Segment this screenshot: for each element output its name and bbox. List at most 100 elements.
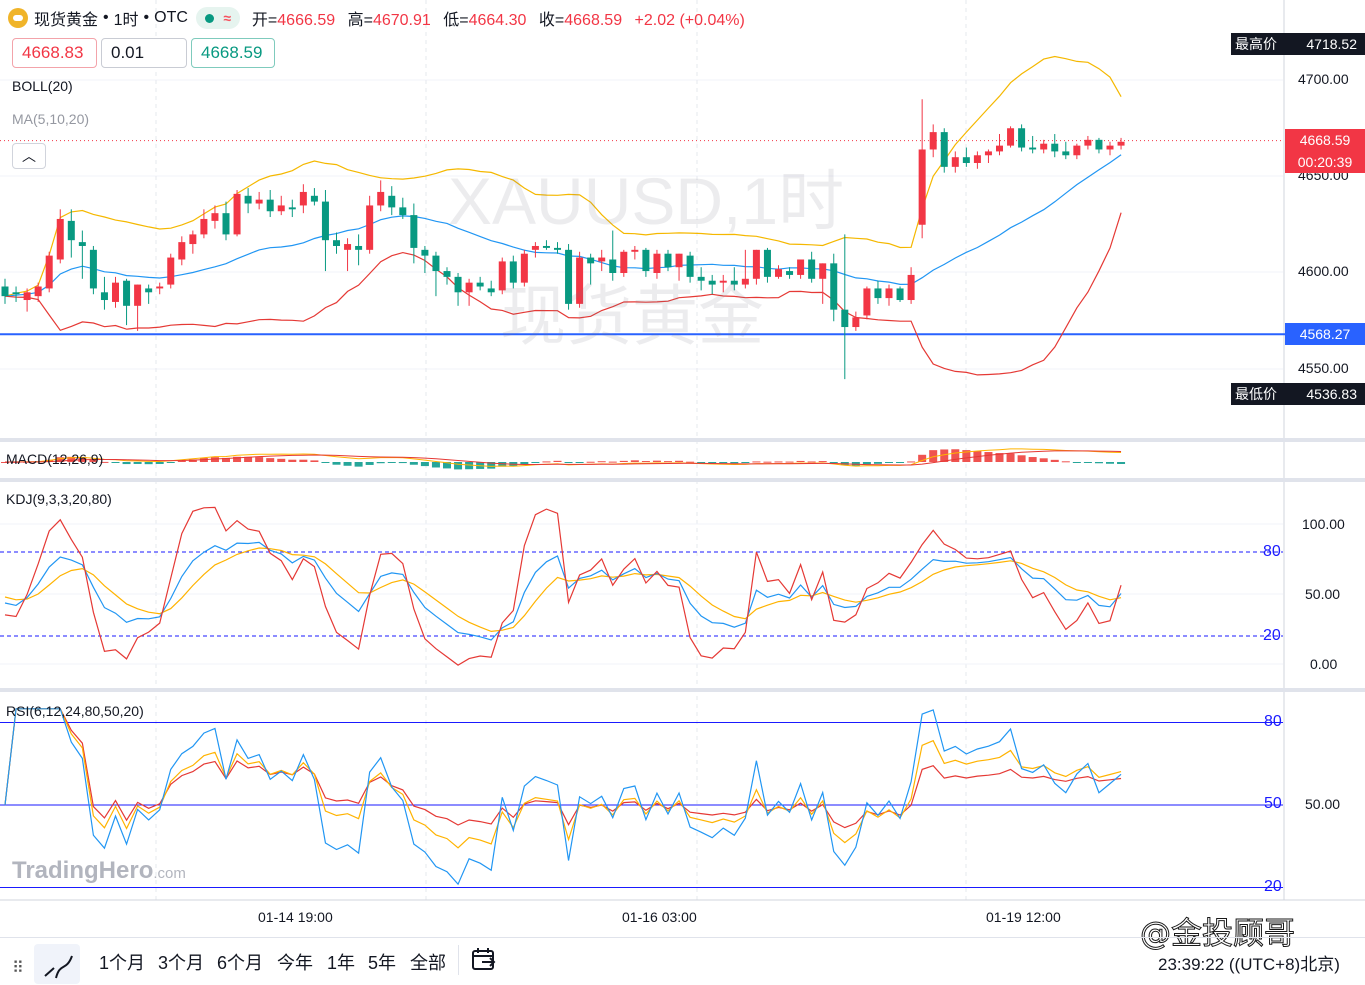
macd-histogram-bar [100, 461, 109, 463]
candle-body [509, 261, 517, 283]
range-ytd-button[interactable]: 今年 [277, 953, 313, 973]
rsi-lower-band-label: 20 [1264, 878, 1282, 895]
lowest-price-value: 4536.83 [1306, 386, 1357, 402]
macd-histogram-bar [177, 460, 186, 462]
candle-body [145, 288, 153, 293]
macd-histogram-bar [1006, 453, 1015, 462]
wave-icon: ≈ [223, 10, 232, 26]
macd-histogram-bar [420, 462, 429, 467]
macd-histogram-bar [376, 462, 385, 464]
macd-histogram-bar [807, 461, 816, 463]
macd-histogram-bar [918, 454, 927, 462]
macd-label[interactable]: MACD(12,26,9) [6, 451, 104, 467]
macd-histogram-bar [575, 462, 584, 463]
low-value: 4664.30 [468, 12, 527, 29]
macd-histogram-bar [354, 462, 363, 467]
macd-histogram-bar [1017, 455, 1026, 462]
price-axis-label: 4600.00 [1298, 263, 1349, 279]
market-status-badge[interactable]: ≈ [195, 7, 240, 29]
macd-histogram-bar [630, 460, 639, 462]
macd-histogram-bar [498, 462, 507, 467]
low-label: 低= [443, 12, 469, 29]
candle-body [156, 286, 164, 289]
candle-body [797, 259, 805, 275]
macd-histogram-bar [1094, 462, 1103, 464]
candle-body [410, 215, 418, 248]
candle-body [1073, 145, 1081, 156]
macd-histogram-bar [641, 461, 650, 463]
candle-body [598, 257, 606, 262]
brand-name: TradingHero [12, 857, 154, 884]
horizontal-line-price-tag[interactable]: 4568.27 [1285, 323, 1365, 345]
pane-separator [0, 478, 1365, 482]
candle-body [542, 245, 550, 248]
range-1m-button[interactable]: 1个月 [99, 953, 146, 973]
macd-histogram-bar [697, 462, 706, 463]
range-3m-button[interactable]: 3个月 [158, 953, 205, 973]
range-1y-button[interactable]: 1年 [327, 953, 356, 973]
candle-body [907, 274, 915, 301]
macd-histogram-bar [310, 460, 319, 462]
symbol-name[interactable]: 现货黄金 [34, 12, 99, 29]
ohlc-values: 开=4666.59 高=4670.91 低=4664.30 收=4668.59 … [252, 6, 753, 30]
boll-lower-line [4, 212, 1122, 376]
candle-body [1106, 145, 1114, 150]
chevron-up-icon: ︿ [22, 148, 36, 164]
gold-coin-icon [8, 8, 28, 28]
macd-histogram-bar [244, 456, 253, 462]
interval-label[interactable]: 1时 [113, 12, 139, 29]
candle-body [123, 280, 131, 306]
rsi-24-line [4, 708, 1122, 829]
boll-indicator-label[interactable]: BOLL(20) [12, 78, 73, 94]
macd-histogram-bar [586, 461, 595, 463]
candle-body [56, 218, 64, 260]
macd-histogram-bar [1072, 462, 1081, 463]
candle-body [962, 157, 970, 163]
kdj-label[interactable]: KDJ(9,3,3,20,80) [6, 491, 112, 507]
candle-body [1062, 151, 1070, 156]
pane-separators [0, 438, 1365, 692]
sell-price-button[interactable]: 4668.83 [12, 38, 97, 68]
candle-body [1051, 143, 1059, 152]
rsi-label[interactable]: RSI(6,12,24,80,50,20) [6, 703, 144, 719]
goto-date-icon[interactable] [470, 946, 498, 974]
bollinger-bands [4, 55, 1122, 376]
quantity-input[interactable]: 0.01 [101, 38, 187, 68]
macd-histogram-bar [67, 456, 76, 462]
candle-body [531, 245, 539, 250]
time-axis-label: 01-16 03:00 [622, 909, 697, 925]
drag-handle-icon[interactable]: ⠿ [12, 960, 24, 977]
kdj-axis-label: 0.00 [1310, 656, 1338, 672]
candle-body [333, 240, 340, 246]
buy-price-button[interactable]: 4668.59 [191, 38, 275, 68]
highest-price-label: 最高价 [1235, 36, 1277, 52]
clock-timezone[interactable]: 23:39:22 ((UTC+8)北京) [1158, 955, 1340, 974]
collapse-indicators-button[interactable]: ︿ [12, 143, 46, 169]
brand-suffix: .com [153, 865, 186, 882]
ma-indicator-label[interactable]: MA(5,10,20) [12, 111, 90, 127]
price-axis-label: 4550.00 [1298, 360, 1349, 376]
macd-histogram-bar [1028, 457, 1037, 462]
candle-body [23, 292, 31, 301]
kdj-pane [0, 506, 1283, 666]
candle-body [454, 276, 462, 293]
macd-histogram-bar [210, 457, 219, 462]
chart-grid [0, 0, 1365, 901]
candle-body [344, 244, 352, 250]
macd-histogram-bar [111, 462, 120, 463]
pane-separator [0, 688, 1365, 692]
range-6m-button[interactable]: 6个月 [217, 953, 264, 973]
candle-body [620, 251, 628, 273]
candle-body [1007, 128, 1015, 146]
macd-histogram-bar [321, 462, 330, 463]
candle-body [675, 253, 683, 268]
close-label: 收= [538, 12, 565, 29]
range-5y-button[interactable]: 5年 [368, 953, 397, 973]
candle-body [808, 259, 816, 279]
lowest-price-label: 最低价 [1235, 386, 1277, 402]
macd-histogram-bar [531, 462, 540, 463]
candle-body [443, 271, 451, 277]
pen-curve-icon [44, 955, 73, 979]
range-all-button[interactable]: 全部 [410, 953, 446, 973]
